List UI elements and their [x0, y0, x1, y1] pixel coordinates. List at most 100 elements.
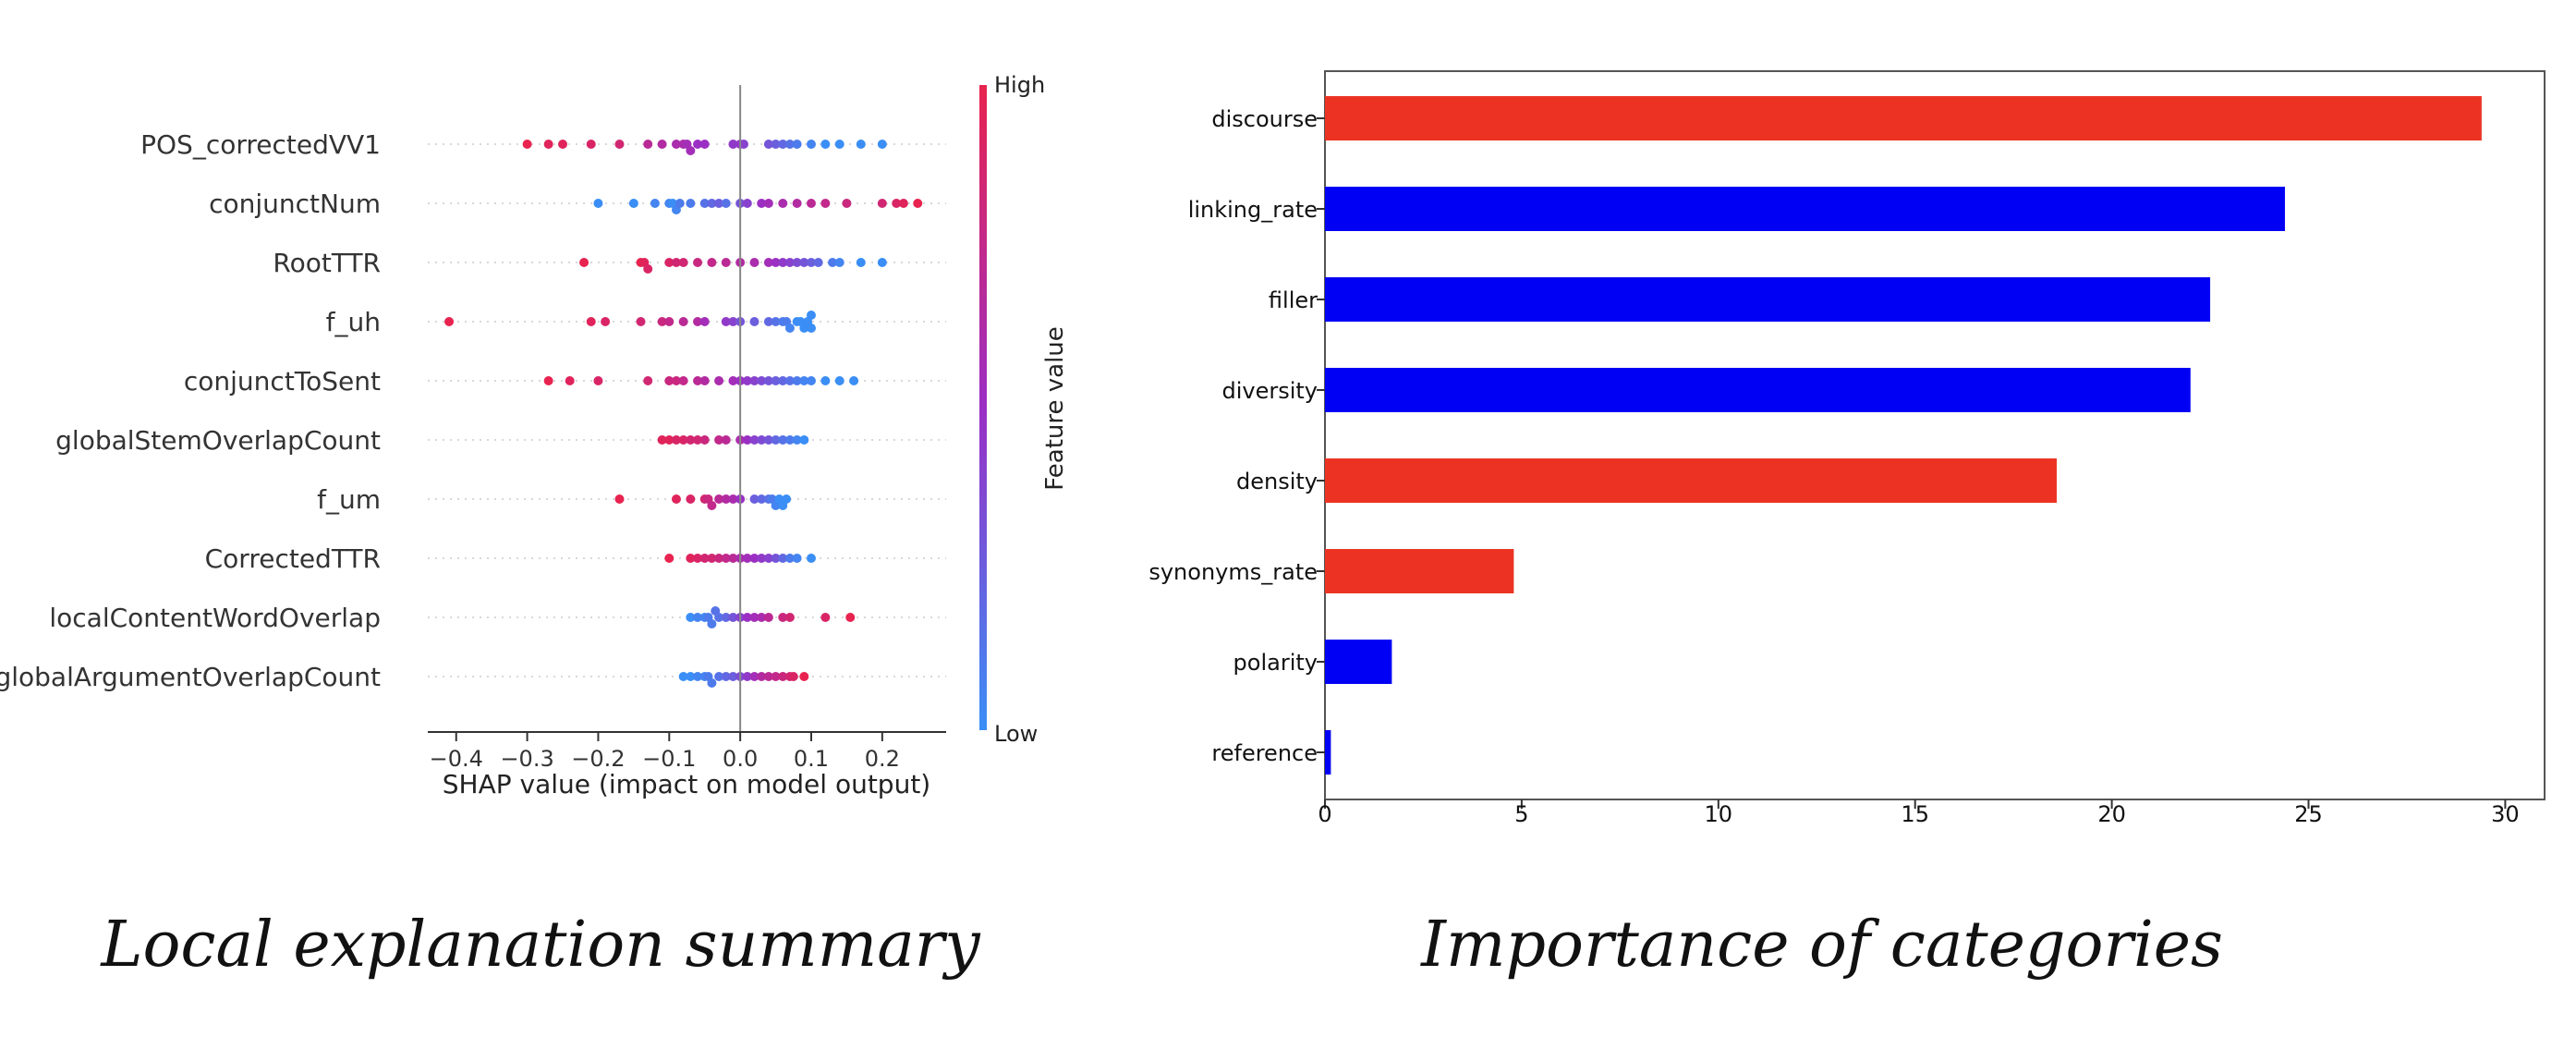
shap-point [749, 613, 759, 622]
shap-point [650, 199, 660, 208]
shap-point [699, 199, 710, 208]
shap-point [522, 140, 532, 149]
shap-point [799, 672, 809, 681]
shap-point [714, 672, 724, 681]
bar-plot-frame [1324, 70, 2546, 800]
shap-point [686, 146, 696, 155]
shap-point [699, 376, 710, 385]
shap-point [742, 554, 752, 563]
shap-point [784, 140, 795, 149]
shap-point [828, 258, 838, 267]
shap-point [749, 672, 759, 681]
shap-point [707, 554, 717, 563]
shap-point [763, 317, 773, 326]
shap-point [721, 258, 731, 267]
shap-feature-label: conjunctNum [209, 189, 381, 219]
shap-point [778, 140, 788, 149]
shap-point [586, 140, 596, 149]
shap-point [721, 672, 731, 681]
shap-point [799, 435, 809, 445]
category-x-tick-label: 0 [1318, 801, 1331, 827]
shap-point [784, 258, 795, 267]
shap-point [799, 376, 809, 385]
shap-point [784, 613, 795, 622]
shap-point [778, 613, 788, 622]
shap-tick-label: 0.1 [794, 746, 829, 772]
shap-point [742, 613, 752, 622]
shap-point [877, 258, 887, 267]
shap-point [728, 317, 738, 326]
shap-point [749, 554, 759, 563]
shap-point [686, 554, 696, 563]
shap-point [628, 199, 638, 208]
category-bar [1325, 96, 2482, 140]
shap-point [778, 435, 788, 445]
shap-point [643, 264, 653, 274]
shap-point [678, 258, 688, 267]
category-label: polarity [1233, 650, 1318, 676]
shap-point [707, 619, 717, 628]
shap-tick-label: −0.3 [500, 746, 553, 772]
shap-point [671, 258, 681, 267]
shap-point [788, 672, 798, 681]
shap-point [643, 140, 653, 149]
shap-point [742, 435, 752, 445]
shap-point [820, 376, 831, 385]
shap-x-axis-label: SHAP value (impact on model output) [443, 769, 930, 799]
shap-point [771, 376, 781, 385]
shap-point [913, 199, 923, 208]
shap-point [771, 258, 781, 267]
category-x-tick-label: 15 [1901, 801, 1929, 827]
shap-tick-label: −0.4 [430, 746, 483, 772]
shap-point [771, 317, 781, 326]
shap-point [721, 613, 731, 622]
shap-point [763, 613, 773, 622]
shap-point [657, 435, 667, 445]
shap-point [714, 376, 724, 385]
shap-point [792, 140, 802, 149]
shap-feature-label: globalArgumentOverlapCount [0, 662, 381, 692]
shap-point [693, 317, 703, 326]
shap-point [721, 494, 731, 504]
shap-point [763, 199, 773, 208]
shap-point [678, 435, 688, 445]
shap-point [664, 435, 674, 445]
category-x-ticks: 0 5 10 15 20 25 30 [1318, 799, 2520, 827]
category-label: diversity [1221, 378, 1318, 404]
shap-point [699, 554, 710, 563]
shap-point [636, 317, 646, 326]
shap-point [444, 317, 455, 326]
shap-point [792, 554, 802, 563]
shap-summary-chart: POS_correctedVV1 conjunctNum RootTTR f_uhco… [0, 72, 1069, 982]
shap-point [763, 258, 773, 267]
shap-point [721, 435, 731, 445]
shap-point [834, 376, 844, 385]
shap-point [806, 311, 816, 320]
shap-point [749, 435, 759, 445]
shap-point [877, 140, 887, 149]
shap-point [742, 376, 752, 385]
shap-point [558, 140, 568, 149]
shap-tick-label: 0.2 [865, 746, 900, 772]
shap-point [714, 613, 724, 622]
shap-point [757, 613, 767, 622]
shap-point [778, 258, 788, 267]
shap-tick-label: −0.2 [571, 746, 625, 772]
shap-point [601, 317, 611, 326]
colorbar-low-label: Low [994, 721, 1038, 747]
shap-point [820, 199, 831, 208]
shap-point [892, 199, 902, 208]
category-bar [1325, 187, 2285, 231]
shap-point [614, 494, 625, 504]
shap-point [806, 199, 816, 208]
category-bar [1325, 640, 1392, 684]
shap-point [693, 258, 703, 267]
shap-point [757, 554, 767, 563]
shap-point [763, 376, 773, 385]
shap-point [728, 494, 738, 504]
shap-point [856, 258, 866, 267]
shap-point [728, 672, 738, 681]
shap-point [792, 376, 802, 385]
shap-point [877, 199, 887, 208]
